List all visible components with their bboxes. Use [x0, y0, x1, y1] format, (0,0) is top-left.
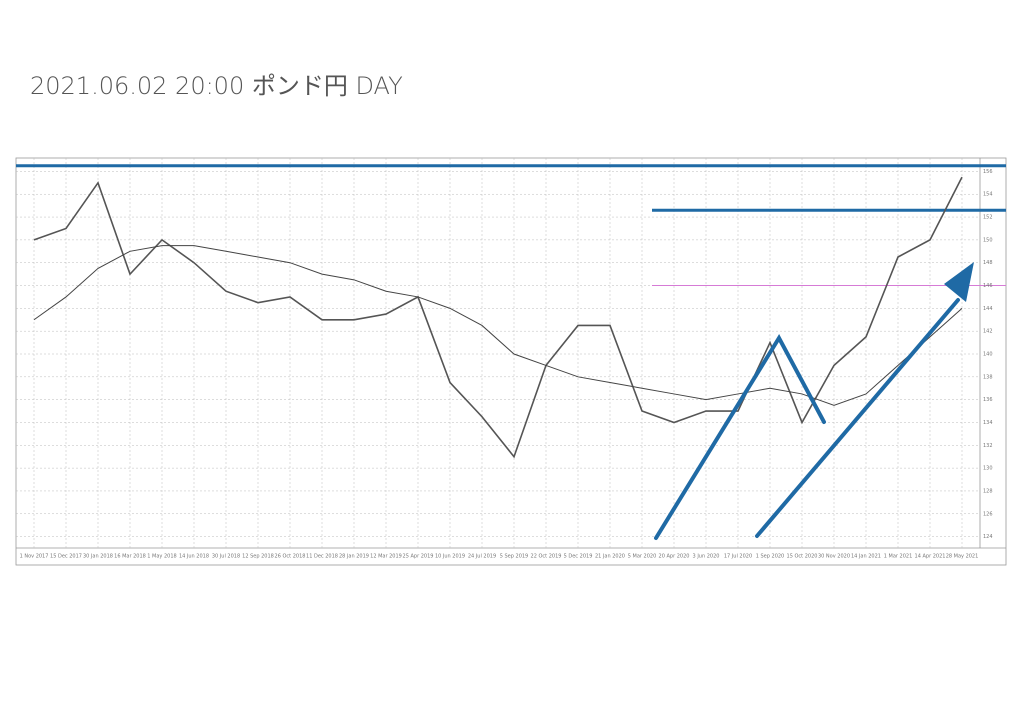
x-tick-label: 5 Mar 2020 [628, 554, 657, 560]
plot-area [16, 158, 1006, 548]
x-tick-label: 28 Jan 2019 [339, 554, 369, 560]
x-tick-label: 14 Jun 2018 [179, 554, 209, 560]
x-tick-label: 12 Sep 2018 [242, 554, 274, 560]
x-tick-label: 25 Apr 2019 [403, 554, 434, 560]
y-tick-label: 134 [983, 420, 993, 426]
x-tick-label: 16 Mar 2018 [114, 554, 146, 560]
x-tick-label: 20 Apr 2020 [659, 554, 690, 560]
x-tick-label: 15 Oct 2020 [787, 554, 818, 560]
y-tick-label: 144 [983, 306, 993, 312]
x-tick-label: 3 Jun 2020 [693, 554, 720, 560]
trend-arrows [654, 262, 974, 540]
x-tick-label: 5 Dec 2019 [564, 554, 593, 560]
x-tick-label: 30 Jul 2018 [212, 554, 240, 560]
y-tick-label: 154 [983, 192, 993, 198]
chart-frame [15, 157, 1007, 566]
x-tick-label: 22 Oct 2019 [531, 554, 562, 560]
x-tick-label: 28 May 2021 [946, 554, 979, 560]
x-tick-label: 14 Jan 2021 [851, 554, 881, 560]
x-tick-label: 17 Jul 2020 [724, 554, 752, 560]
x-tick-label: 11 Dec 2018 [306, 554, 338, 560]
x-tick-label: 24 Jul 2019 [468, 554, 496, 560]
y-tick-label: 152 [983, 215, 993, 221]
x-tick-label: 21 Jan 2020 [595, 554, 625, 560]
chart-title: 2021.06.02 20:00 ポンド円 DAY [30, 72, 403, 100]
y-tick-label: 156 [983, 169, 993, 175]
y-tick-label: 126 [983, 511, 993, 517]
y-tick-label: 142 [983, 329, 993, 335]
y-tick-label: 136 [983, 397, 993, 403]
y-tick-label: 124 [983, 534, 993, 540]
x-tick-label: 14 Apr 2021 [915, 554, 946, 560]
arrow-head [944, 262, 974, 302]
x-tick-label: 1 Nov 2017 [20, 554, 49, 560]
y-tick-label: 150 [983, 237, 993, 243]
x-tick-label: 1 Sep 2020 [756, 554, 785, 560]
y-tick-label: 130 [983, 466, 993, 472]
y-tick-label: 148 [983, 260, 993, 266]
x-tick-label: 5 Sep 2019 [500, 554, 529, 560]
uptrend-arrow [755, 298, 960, 538]
x-tick-label: 12 Mar 2019 [370, 554, 402, 560]
x-tick-label: 1 May 2018 [147, 554, 176, 560]
y-tick-label: 132 [983, 443, 993, 449]
x-tick-label: 26 Oct 2018 [275, 554, 306, 560]
y-tick-label: 140 [983, 352, 993, 358]
x-tick-label: 15 Dec 2017 [50, 554, 82, 560]
zigzag-trend [654, 333, 826, 540]
y-tick-label: 128 [983, 488, 993, 494]
x-tick-label: 1 Mar 2021 [884, 554, 913, 560]
x-tick-label: 30 Nov 2020 [818, 554, 850, 560]
x-tick-label: 10 Jun 2019 [435, 554, 465, 560]
y-tick-label: 138 [983, 374, 993, 380]
x-tick-label: 30 Jan 2018 [83, 554, 113, 560]
y-tick-label: 146 [983, 283, 993, 289]
price-line [33, 176, 963, 459]
price-line [33, 245, 963, 406]
